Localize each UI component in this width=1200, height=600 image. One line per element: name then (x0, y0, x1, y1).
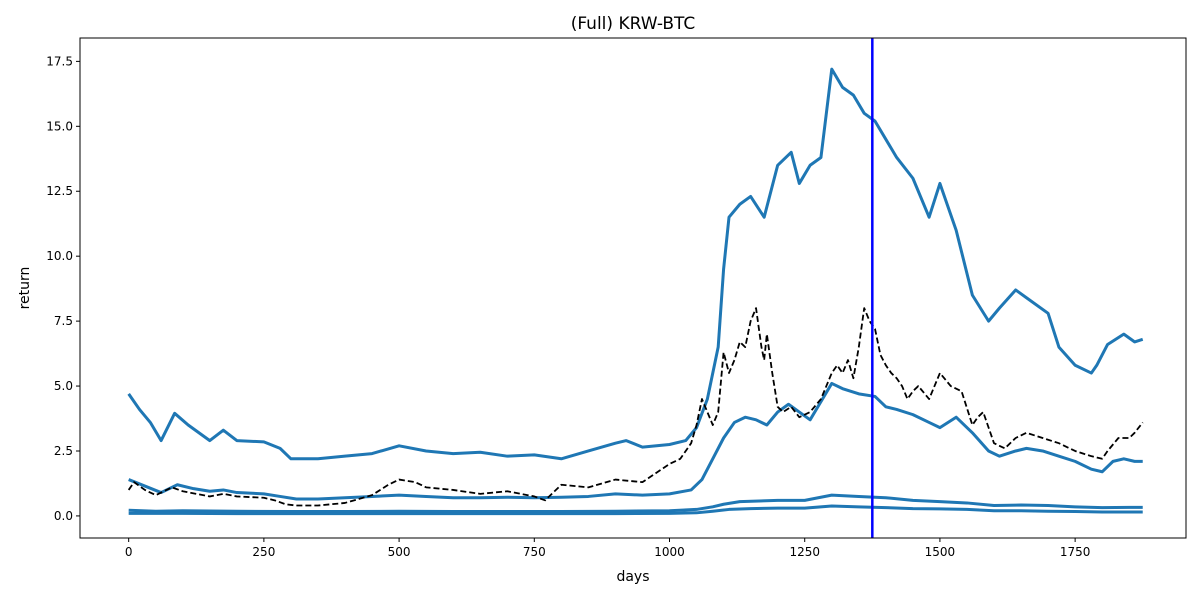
series-line-3 (128, 493, 1143, 514)
x-tick-label: 1250 (789, 545, 820, 559)
y-tick-label: 7.5 (54, 314, 73, 328)
chart-title: (Full) KRW-BTC (571, 14, 696, 34)
y-tick-label: 10.0 (46, 249, 73, 263)
y-tick-label: 5.0 (54, 379, 73, 393)
x-tick-label: 1750 (1060, 545, 1091, 559)
x-tick-label: 500 (388, 545, 411, 559)
y-tick-label: 17.5 (46, 54, 73, 68)
x-tick-label: 750 (523, 545, 546, 559)
y-tick-label: 15.0 (46, 119, 73, 133)
x-axis-label: days (616, 569, 649, 585)
series-line-4 (128, 504, 1143, 516)
plot-frame (79, 37, 1187, 539)
series-line-2 (128, 381, 1143, 501)
y-tick-label: 2.5 (54, 444, 73, 458)
x-tick-label: 0 (125, 545, 133, 559)
y-tick-label: 0.0 (54, 509, 73, 523)
x-tick-label: 1000 (654, 545, 685, 559)
x-tick-label: 250 (252, 545, 275, 559)
x-tick-label: 1500 (925, 545, 956, 559)
series-line-dashed (127, 307, 1144, 507)
y-tick-label: 12.5 (46, 184, 73, 198)
y-axis-label: return (17, 267, 33, 310)
series-line-1 (127, 67, 1144, 461)
